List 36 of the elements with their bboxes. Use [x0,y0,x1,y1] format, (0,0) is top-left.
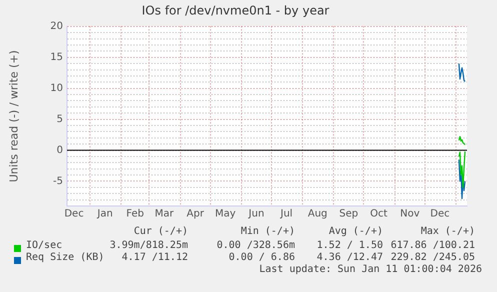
legend-label: Req Size (KB) [26,252,104,263]
text: Cur (-/+) [132,226,188,237]
y-tick-label: -5 [53,176,63,187]
x-tick-label: Jun [248,208,264,220]
y-tick-label: 0 [56,144,63,156]
text: 0.00 /328.56m [216,240,295,251]
text: 0.00 / 6.86 [228,252,295,263]
text: 229.82 /245.05 [390,252,475,263]
x-tick-label: Aug [308,208,328,220]
x-tick-label: Sep [339,208,358,220]
y-tick-label: 10 [50,82,63,94]
y-axis-title: Units read (-) / write (+) [7,50,20,182]
y-tick-label: 15 [50,52,63,63]
text: 617.86 /100.21 [390,240,475,251]
legend-label: IO/sec [26,240,62,251]
x-tick-label: Nov [400,208,420,220]
x-tick-label: Mar [154,208,175,220]
x-tick-label: Feb [126,208,144,220]
text: 3.99m/818.25m [108,240,188,251]
x-tick-label: Dec [430,208,450,220]
text: 1.52 / 1.50 [316,240,383,251]
y-tick-label: 20 [50,20,63,32]
x-tick-label: Dec [64,208,84,220]
text: Max (-/+) [420,226,475,237]
text: Avg (-/+) [328,226,383,237]
chart-title: IOs for /dev/nvme0n1 - by year [142,3,330,18]
text: 4.36 /12.47 [316,252,383,263]
text: 4.17 /11.12 [122,252,188,263]
x-tick-label: Apr [186,208,205,220]
x-tick-label: Jan [96,208,113,220]
text: Min (-/+) [240,226,295,237]
x-tick-label: Oct [370,208,388,220]
x-tick-label: Jul [280,208,293,220]
y-tick-label: 5 [56,114,63,125]
text: Last update: Sun Jan 11 01:00:04 2026 [259,264,482,275]
x-tick-label: May [215,208,236,220]
